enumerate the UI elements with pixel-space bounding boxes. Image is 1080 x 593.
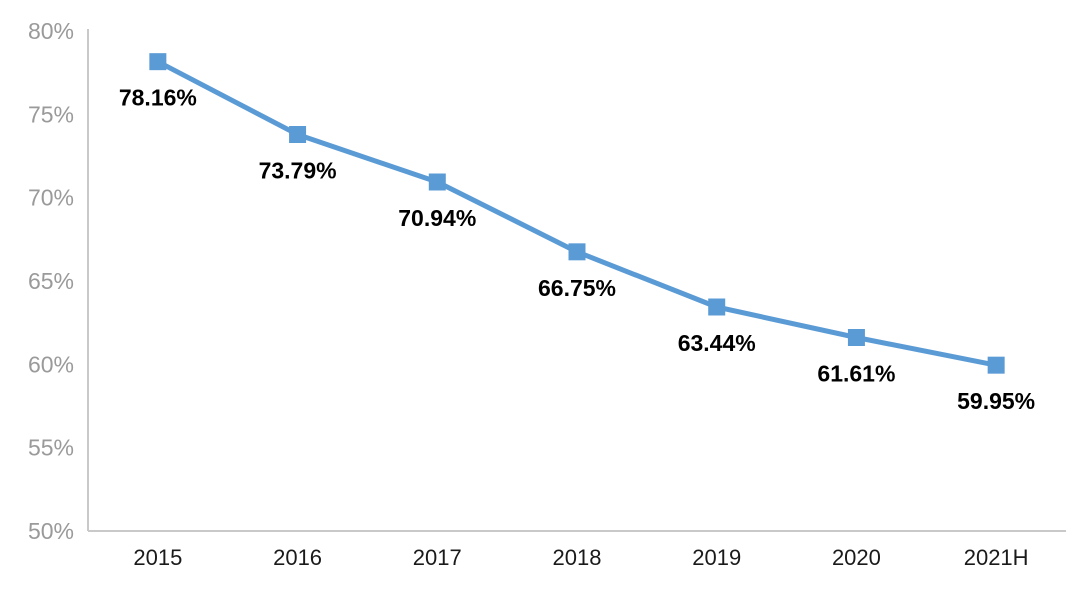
data-point-marker	[987, 356, 1005, 374]
data-point-label: 59.95%	[957, 388, 1035, 414]
data-point-marker	[428, 173, 446, 191]
data-point-label: 73.79%	[259, 158, 337, 184]
x-axis-tick-label: 2019	[692, 545, 741, 570]
y-axis-tick-label: 70%	[28, 185, 74, 211]
y-axis-tick-label: 60%	[28, 351, 74, 377]
y-axis-tick-label: 65%	[28, 268, 74, 294]
x-axis-tick-label: 2017	[413, 545, 462, 570]
data-point-marker	[149, 53, 167, 71]
data-point-marker	[568, 243, 586, 261]
data-point-label: 66.75%	[538, 275, 616, 301]
data-point-marker	[289, 126, 307, 143]
y-axis-tick-label: 50%	[28, 518, 74, 544]
y-axis-tick-label: 55%	[28, 435, 74, 461]
data-point-marker	[847, 329, 865, 346]
data-point-label: 70.94%	[398, 205, 476, 231]
y-axis-tick-label: 80%	[28, 18, 74, 44]
x-axis-tick-label: 2016	[273, 545, 322, 570]
x-axis-tick-label: 2018	[553, 545, 602, 570]
y-axis-tick-label: 75%	[28, 101, 74, 127]
x-axis-tick-label: 2020	[832, 545, 881, 570]
data-point-marker	[708, 298, 726, 316]
data-point-label: 61.61%	[817, 361, 895, 387]
x-axis-tick-label: 2015	[133, 545, 182, 570]
data-point-label: 78.16%	[119, 85, 197, 111]
series-line	[155, 59, 999, 368]
x-axis-tick-label: 2021H	[964, 545, 1029, 570]
data-point-label: 63.44%	[678, 330, 756, 356]
